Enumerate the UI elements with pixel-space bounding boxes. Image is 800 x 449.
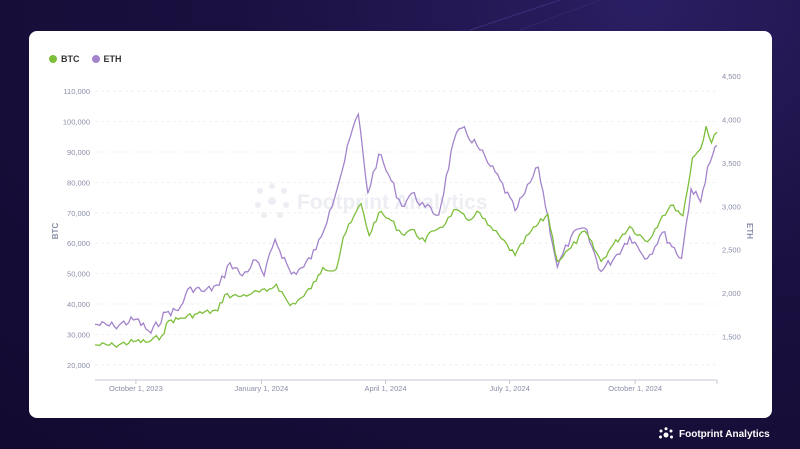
legend-item-btc[interactable]: BTC (49, 54, 80, 64)
y-axis-right-title: ETH (745, 223, 754, 239)
y-left-tick-label: 40,000 (67, 300, 90, 309)
x-tick-label: July 1, 2024 (489, 384, 529, 393)
y-right-tick-label: 4,500 (722, 72, 741, 81)
legend-label-eth: ETH (103, 54, 122, 64)
y-left-tick-label: 80,000 (67, 178, 90, 187)
x-tick-label: April 1, 2024 (364, 384, 406, 393)
line-chart: Footprint Analytics 20,00030,00040,00050… (51, 72, 754, 393)
y-right-tick-label: 4,000 (722, 115, 741, 124)
brand-name: Footprint Analytics (679, 428, 770, 440)
y-left-tick-label: 90,000 (67, 148, 90, 157)
y-left-tick-label: 30,000 (67, 330, 90, 339)
x-tick-label: October 1, 2023 (109, 384, 163, 393)
y-right-tick-label: 3,500 (722, 159, 741, 168)
y-axis-left: 20,000 30,000 40,000 50,000 60,000 70,000 80,0… (63, 87, 90, 370)
brand: Footprint Analytics (658, 427, 770, 441)
x-tick-label: January 1, 2024 (235, 384, 289, 393)
y-left-tick-label: 50,000 (67, 270, 90, 279)
y-left-tick-label: 60,000 (67, 239, 90, 248)
y-left-tick-label: 70,000 (67, 209, 90, 218)
legend-label-btc: BTC (61, 54, 80, 64)
watermark-logo-icon (255, 183, 289, 218)
x-axis: October 1, 2023 January 1, 2024 April 1, 2… (95, 379, 718, 393)
y-right-tick-label: 2,000 (722, 289, 741, 298)
series-line-eth[interactable] (94, 111, 718, 335)
legend-dot-eth (91, 55, 100, 63)
legend-dot-btc (49, 55, 57, 63)
y-axis-right: 1,500 2,000 2,500 3,000 3,500 4,000 4,500 (722, 72, 741, 342)
chart-card: BTC ETH Footprint Analytics 20,000 30,000… (29, 31, 772, 418)
legend-item-eth[interactable]: ETH (91, 54, 122, 64)
x-tick-label: October 1, 2024 (608, 384, 662, 393)
y-right-tick-label: 1,500 (722, 333, 741, 342)
footprint-logo-icon (659, 427, 673, 439)
y-left-tick-label: 100,000 (63, 118, 90, 127)
y-left-tick-label: 110,000 (63, 87, 90, 96)
y-axis-left-title: BTC (51, 223, 60, 240)
series-line-btc[interactable] (95, 126, 718, 348)
y-right-tick-label: 2,500 (722, 246, 741, 255)
grid (95, 90, 717, 366)
y-right-tick-label: 3,000 (722, 202, 741, 211)
legend: BTC ETH (49, 54, 122, 64)
y-left-tick-label: 20,000 (67, 361, 90, 370)
